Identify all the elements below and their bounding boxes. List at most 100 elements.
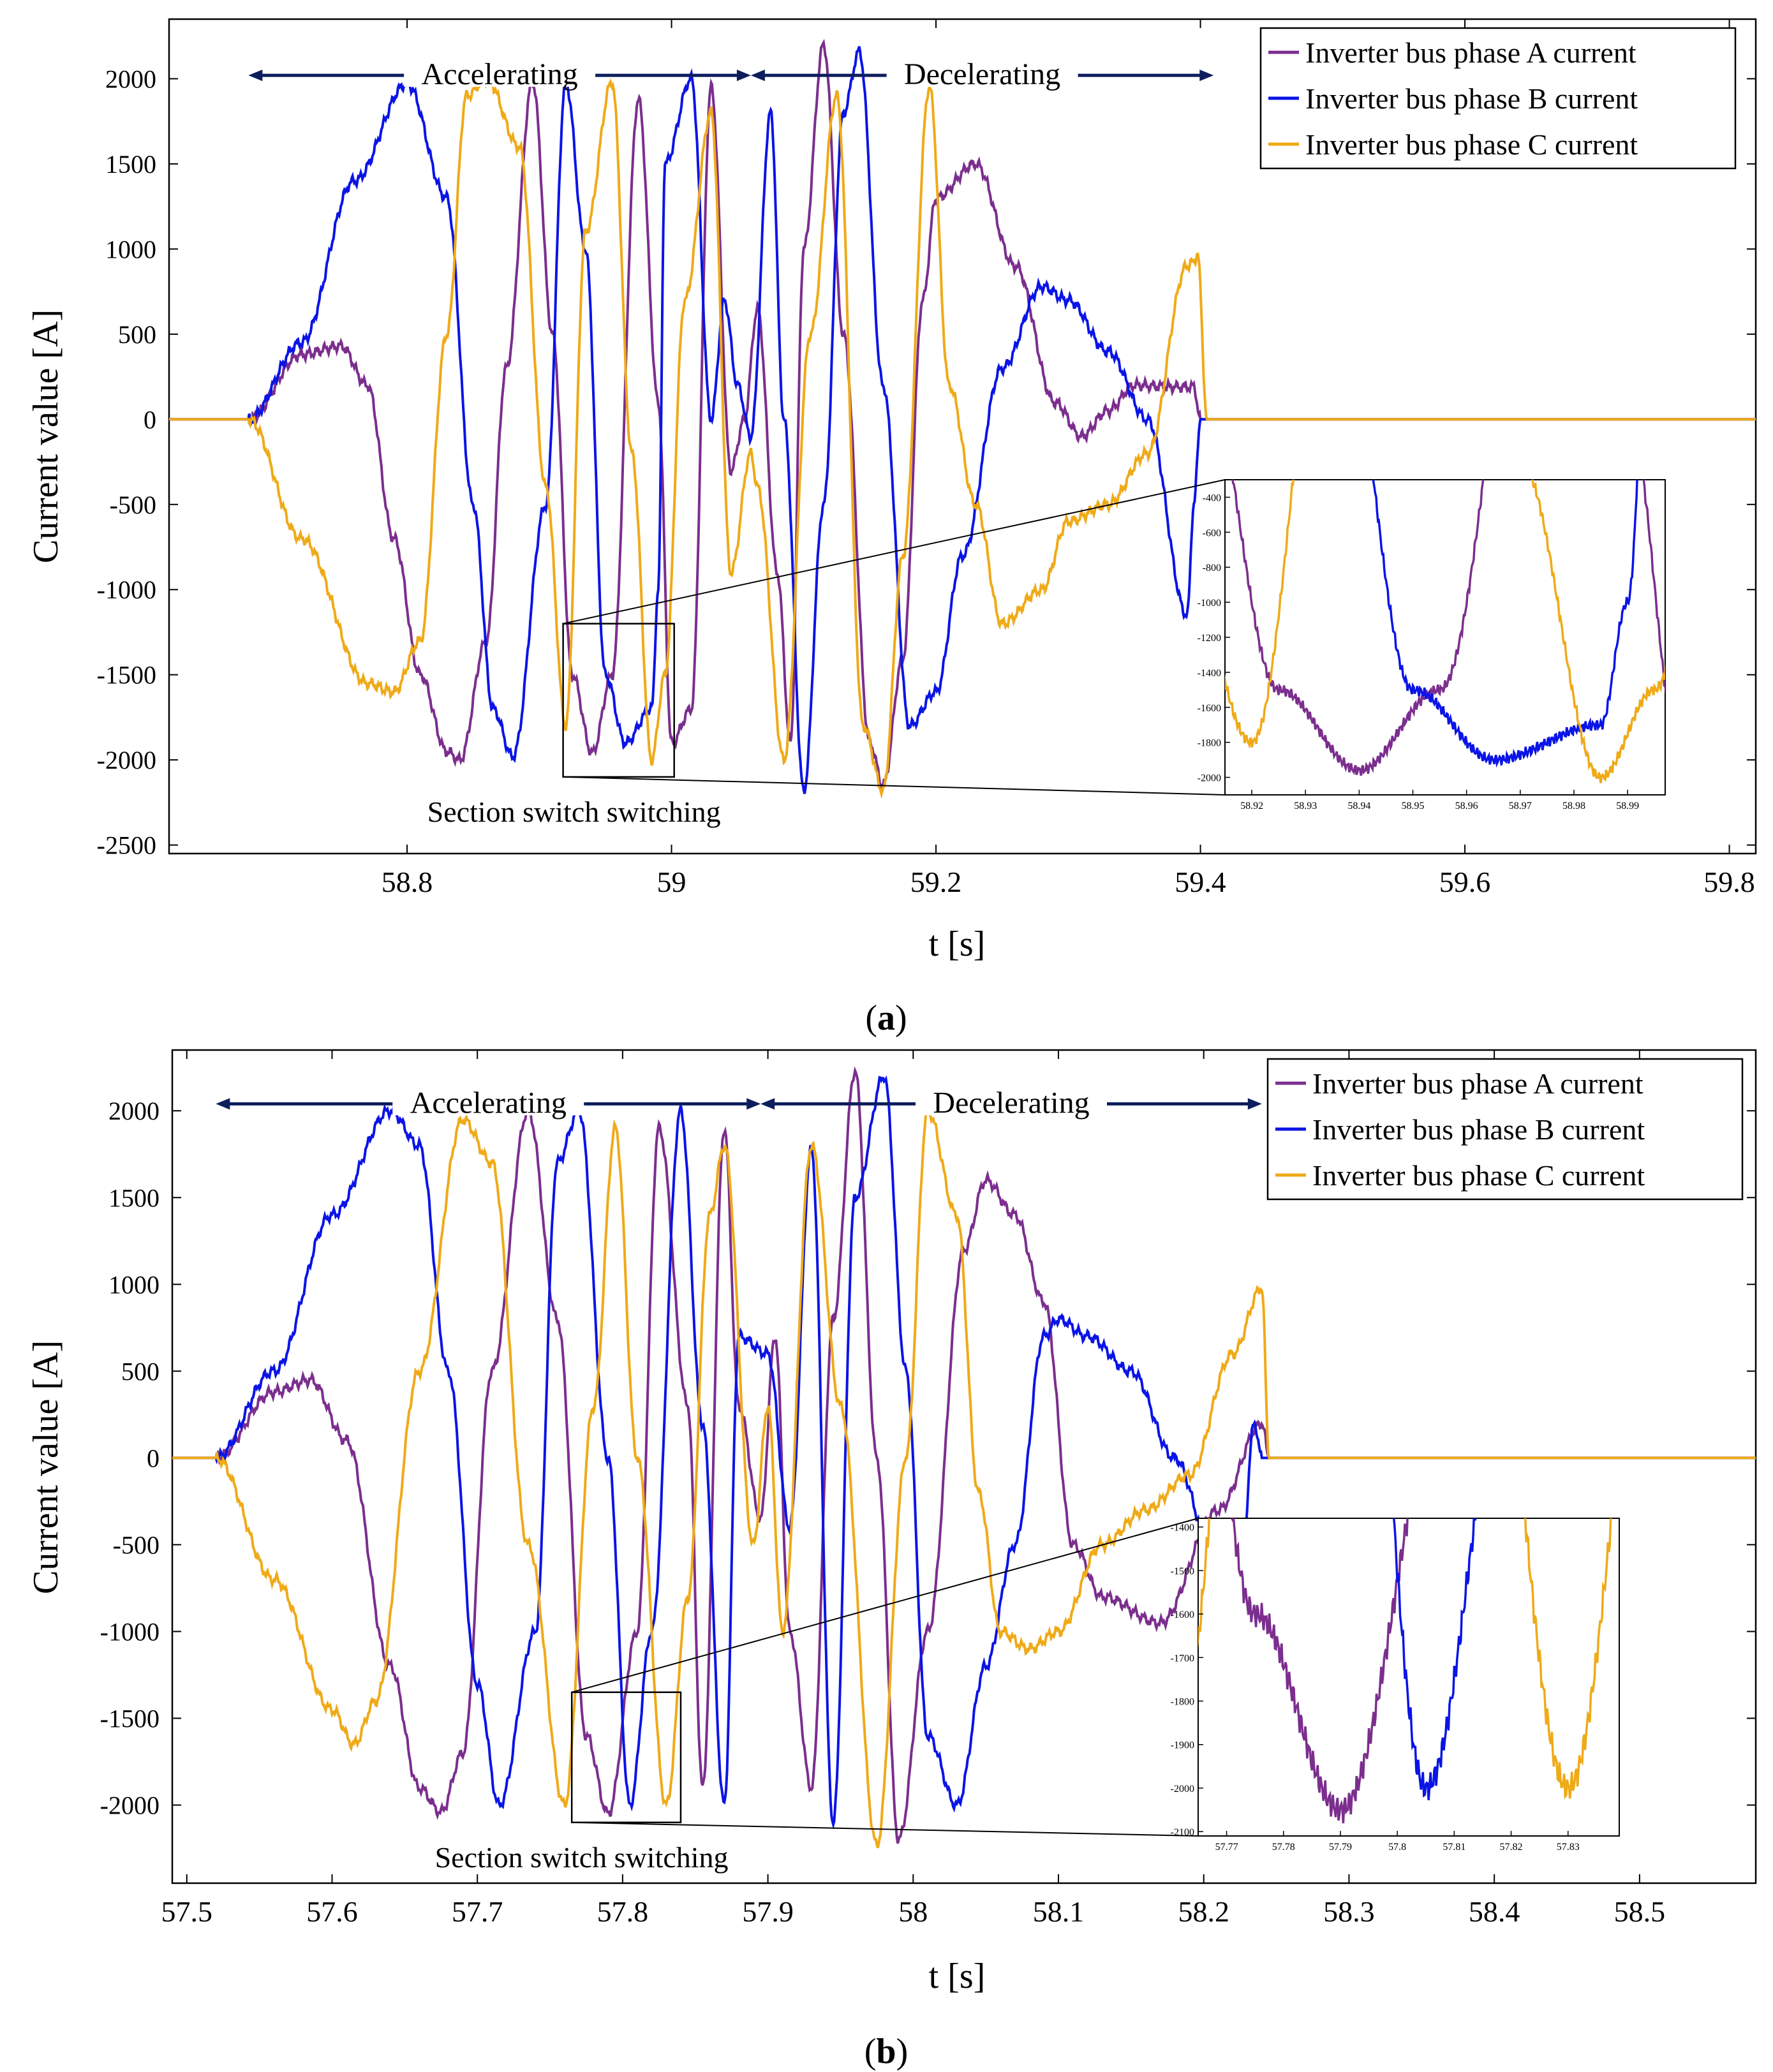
x-tick-label: 59.6 [1439,866,1491,898]
x-ticks-b: 57.5 57.6 57.7 57.8 57.9 58 58.1 58.2 58.3 58.4 58… [161,1050,1666,1928]
inset-y-tick-label: -1600 [1171,1610,1194,1620]
y-tick-label: -1000 [97,575,156,604]
inset-y-tick-label: -800 [1203,563,1221,574]
inset-x-tick-label: 58.96 [1455,801,1478,811]
inset-a: -2000 -1800 -1600 -1400 -1200 -1000 -800 -600 -4… [1198,479,1666,811]
inset-y-tick-label: -2100 [1171,1827,1194,1838]
annotations-b: Accelerating Decelerating Section switch s… [216,1082,1262,1874]
zoom-connector-top [571,1518,1199,1693]
legend-b: Inverter bus phase A current Inverter bus… [1266,1058,1744,1201]
legend-entry: Inverter bus phase B current [1305,82,1638,115]
inset-series-line-phase-b [1372,480,1638,768]
zoom-connector-bottom [563,776,1226,796]
legend-entry: Inverter bus phase B current [1312,1113,1645,1146]
y-tick-label: 1500 [108,1183,159,1212]
y-tick-label: 1000 [105,235,156,263]
x-tick-label: 58 [898,1895,928,1928]
legend-entry: Inverter bus phase A current [1312,1067,1643,1100]
inset-y-tick-label: -1800 [1198,738,1221,749]
decelerating-arrow-head-right [1247,1098,1262,1110]
y-tick-label: -2000 [100,1791,159,1820]
x-tick-label: 58.5 [1614,1895,1666,1928]
inset-y-tick-label: -400 [1203,492,1221,503]
inset-y-tick-label: -1600 [1198,703,1221,714]
accelerating-label-bg [392,1082,584,1116]
y-tick-label: -500 [110,491,156,519]
inset-x-tick-label: 58.98 [1562,801,1585,811]
plot-area-a [168,18,1757,855]
y-tick-label: 0 [144,405,156,434]
accelerating-arrow-head-left [216,1098,230,1110]
zoom-connector-bottom [572,1821,1199,1837]
accelerating-label: Accelerating [422,57,578,91]
y-tick-label: -2000 [97,746,156,774]
y-tick-label: -1500 [100,1705,159,1733]
chart-panel-b: -2000 -1500 -1000 -500 0 500 1000 1500 2000 57.5… [26,1049,1757,2071]
inset-x-tick-label: 57.81 [1443,1842,1465,1853]
x-ticks-a: 58.8 59 59.2 59.4 59.6 59.8 [382,19,1755,898]
section-switch-label: Section switch switching [427,796,721,828]
inset-x-tick-label: 58.93 [1294,801,1317,811]
legend-entry: Inverter bus phase C current [1305,128,1638,161]
decelerating-label: Decelerating [933,1086,1089,1120]
chart-panel-a: -2500 -2000 -1500 -1000 -500 0 500 1000 1500 2000… [26,18,1757,1038]
y-tick-label: 500 [121,1357,159,1386]
y-tick-label: 0 [147,1444,159,1472]
inset-x-tick-label: 57.79 [1329,1842,1352,1853]
inset-y-tick-label: -2000 [1198,773,1221,784]
x-tick-label: 58.8 [382,866,433,898]
y-tick-label: -1500 [97,661,156,690]
y-axis-label-a: Current value [A] [26,309,66,563]
accelerating-arrow-head-right [736,70,751,82]
legend-box [1259,27,1737,170]
series-group-a [169,39,1756,799]
inset-b: -2100 -2000 -1900 -1800 -1700 -1600 -1500 -1400… [1171,1518,1620,1853]
caption-letter-a: a [877,998,895,1038]
x-tick-label: 59 [657,866,686,898]
decelerating-arrow-head-left [760,1098,775,1110]
y-tick-label: 500 [118,320,156,349]
legend-a: Inverter bus phase A current Inverter bus… [1259,27,1737,170]
y-tick-label: -500 [113,1530,159,1559]
x-tick-label: 59.8 [1703,866,1755,898]
decelerating-arrow-head-right [1199,70,1214,82]
decelerating-label-bg [916,1082,1108,1116]
accelerating-label-bg [404,54,596,87]
section-switch-label: Section switch switching [435,1841,729,1874]
y-tick-label: 2000 [108,1097,159,1125]
accelerating-arrow-head-right [746,1098,761,1110]
x-tick-label: 57.6 [306,1895,358,1928]
inset-x-tick-label: 58.94 [1347,801,1370,811]
y-tick-label: 1500 [105,150,156,179]
inset-x-tick-label: 58.95 [1402,801,1425,811]
inset-frame [1224,479,1666,796]
inset-x-tick-label: 58.92 [1240,801,1263,811]
inset-x-tick-label: 58.97 [1509,801,1532,811]
decelerating-arrow-head-left [750,70,765,82]
x-tick-label: 57.9 [742,1895,794,1928]
zoom-region-box [562,623,675,778]
inset-y-tick-label: -1400 [1198,668,1221,679]
y-tick-label: 2000 [105,64,156,93]
inset-x-tick-label: 57.8 [1388,1842,1406,1853]
inset-x-tick-label: 57.83 [1557,1842,1580,1853]
series-group-b [172,1066,1756,1849]
inset-x-tick-label: 57.82 [1500,1842,1523,1853]
x-tick-label: 58.1 [1033,1895,1085,1928]
y-tick-label: -2500 [97,831,156,860]
inset-series-line-phase-a [1230,1518,1409,1824]
caption-letter-b: b [876,2032,896,2071]
decelerating-label-bg [886,54,1078,87]
x-axis-label-a: t [s] [929,924,986,964]
x-tick-label: 57.7 [452,1895,503,1928]
y-ticks-b: -2000 -1500 -1000 -500 0 500 1000 1500 2000 [100,1097,1756,1820]
inset-x-tick-label: 58.99 [1616,801,1639,811]
y-axis-label-b: Current value [A] [26,1340,66,1594]
x-tick-label: 57.8 [597,1895,649,1928]
inset-y-tick-label: -1700 [1171,1653,1194,1664]
caption-b: (b) [864,2032,908,2071]
inset-y-tick-label: -1500 [1171,1566,1194,1577]
x-tick-label: 57.5 [161,1895,213,1928]
inset-series-line-phase-b [1392,1518,1477,1801]
